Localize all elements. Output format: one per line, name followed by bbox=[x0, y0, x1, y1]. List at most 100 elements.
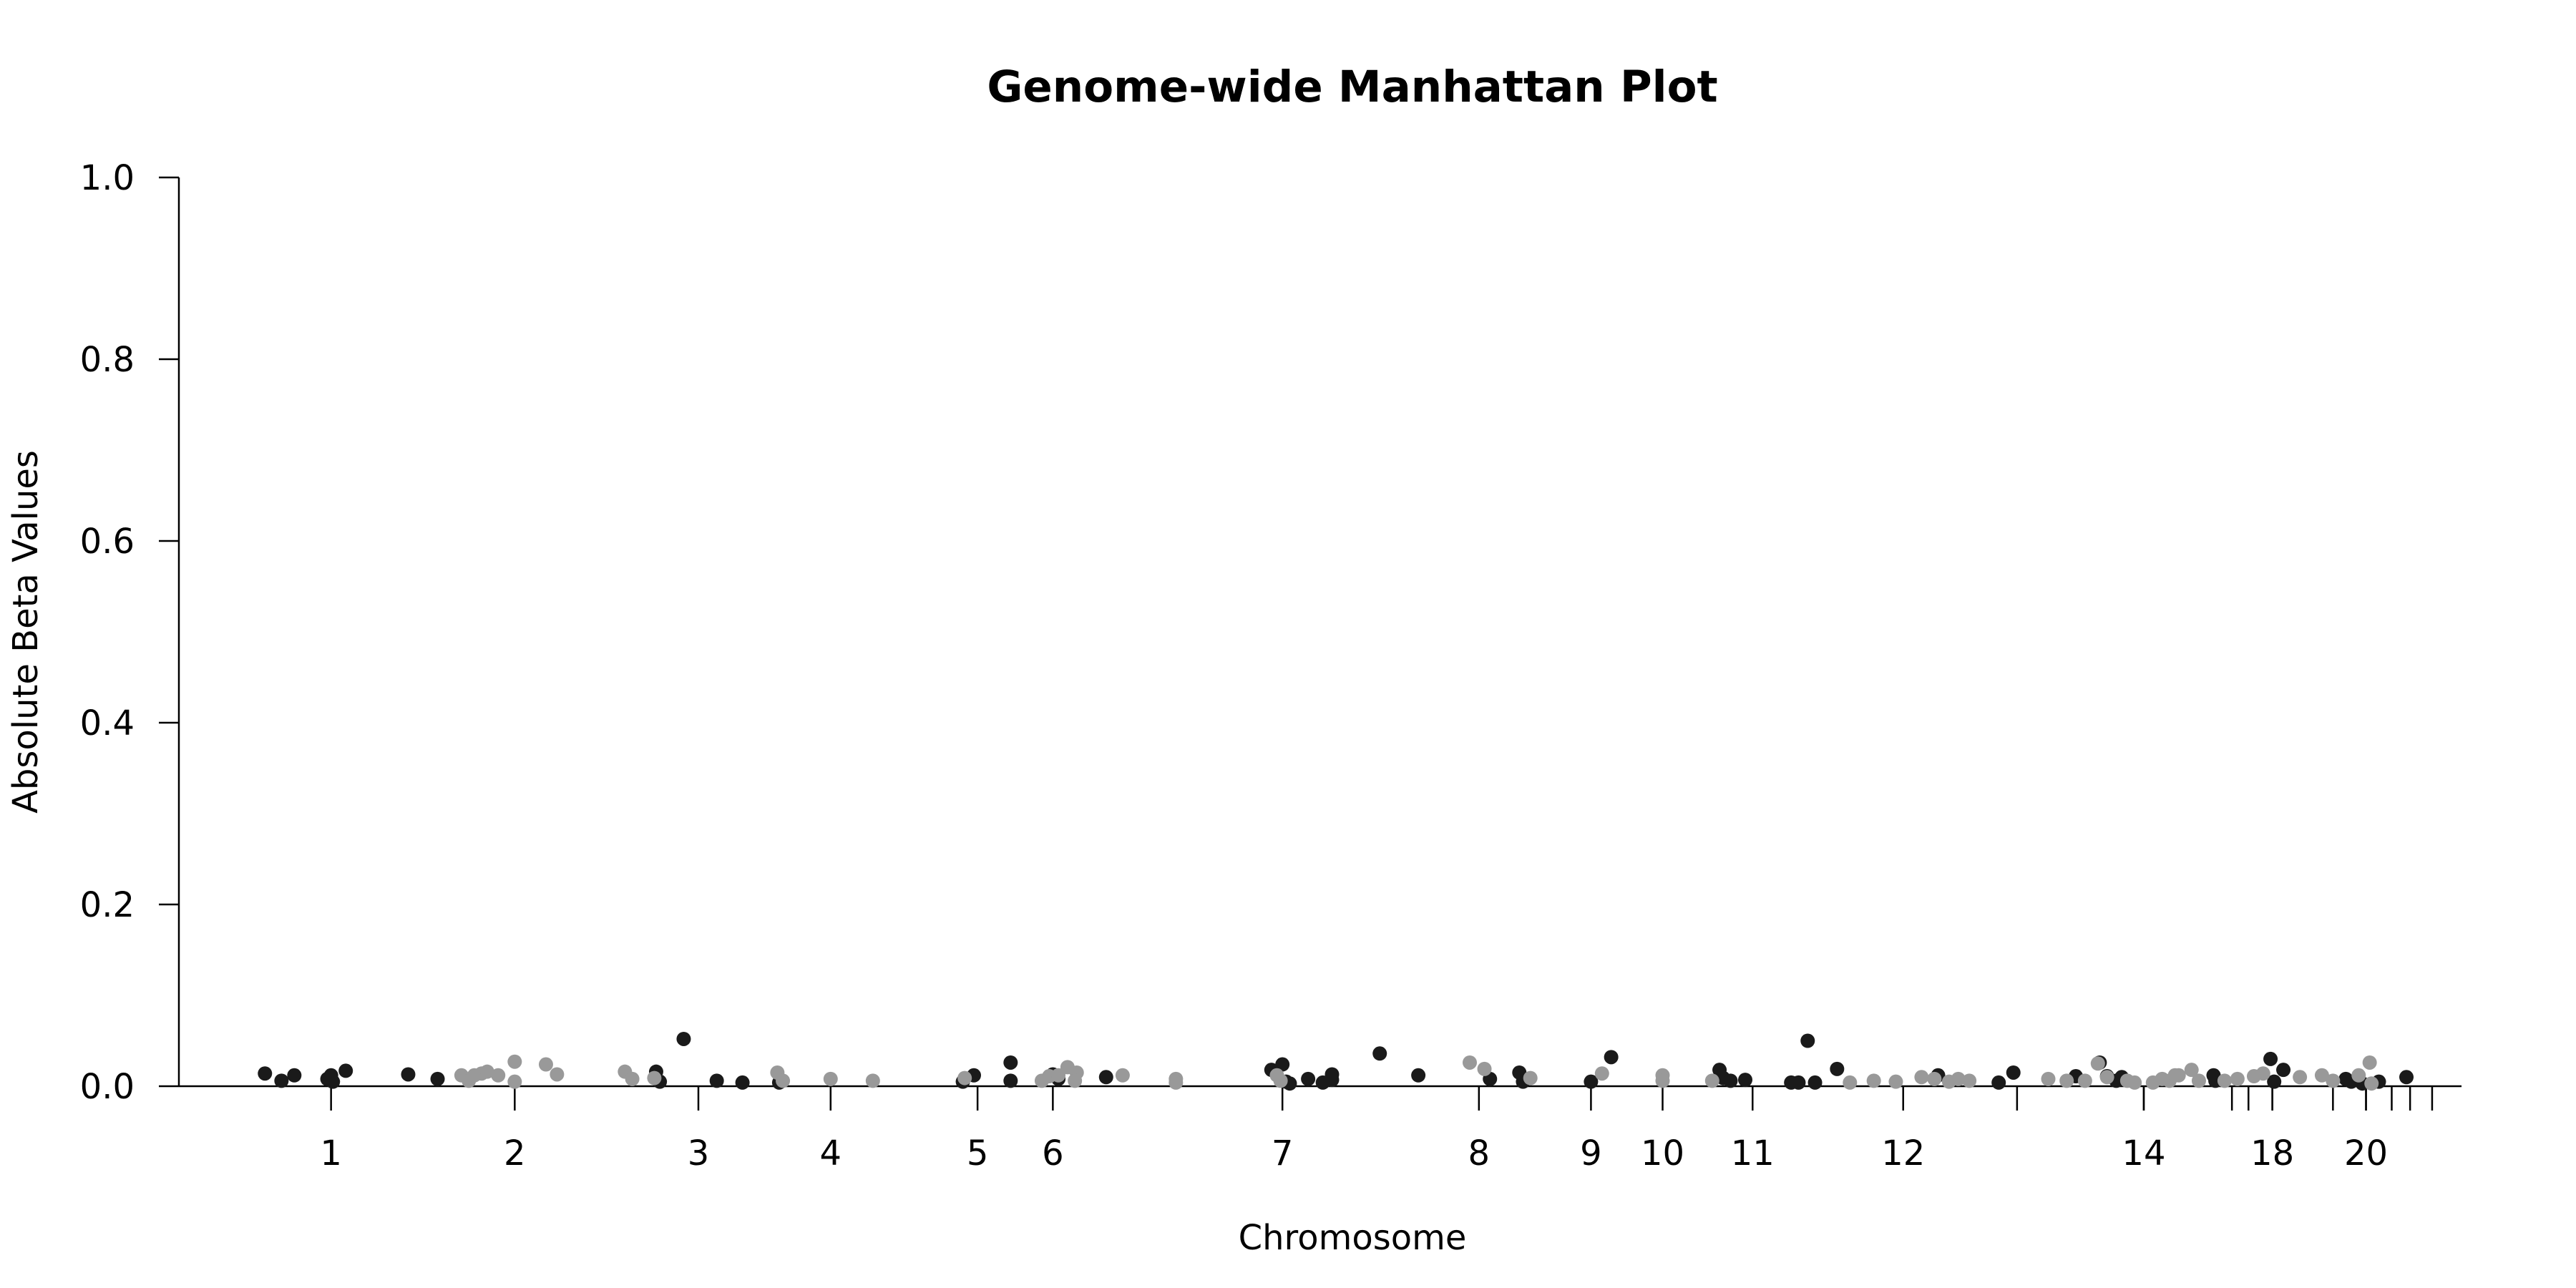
y-tick-label: 0.4 bbox=[80, 703, 135, 743]
y-tick-label: 1.0 bbox=[80, 158, 135, 198]
data-point bbox=[1273, 1073, 1288, 1088]
data-point bbox=[2217, 1073, 2232, 1088]
data-point bbox=[2090, 1056, 2105, 1071]
x-ticks: 1 2 3 4 5 6 7 8 9 10 11 12 14 18 20 bbox=[320, 1086, 2434, 1174]
data-point bbox=[1962, 1073, 1977, 1088]
data-point bbox=[1463, 1055, 1477, 1070]
x-tick-label: 11 bbox=[1731, 1133, 1775, 1174]
data-point bbox=[2351, 1068, 2366, 1083]
data-point bbox=[1927, 1071, 1942, 1086]
data-point bbox=[2399, 1070, 2414, 1085]
x-tick-label: 18 bbox=[2250, 1133, 2294, 1174]
data-point bbox=[2006, 1065, 2021, 1080]
data-point bbox=[625, 1071, 640, 1086]
data-point bbox=[1115, 1068, 1130, 1083]
x-tick-label: 2 bbox=[504, 1133, 526, 1174]
data-point bbox=[2314, 1068, 2329, 1083]
y-tick-label: 0.6 bbox=[80, 522, 135, 562]
data-point bbox=[1477, 1061, 1492, 1076]
x-tick-label: 6 bbox=[1042, 1133, 1064, 1174]
data-point bbox=[2077, 1073, 2092, 1088]
data-point bbox=[1604, 1050, 1619, 1065]
data-point bbox=[1704, 1073, 1719, 1088]
data-point bbox=[776, 1073, 791, 1088]
data-point bbox=[1991, 1075, 2006, 1090]
data-point bbox=[430, 1071, 445, 1086]
data-point bbox=[2362, 1055, 2377, 1070]
data-point bbox=[2041, 1071, 2056, 1086]
data-point bbox=[2191, 1073, 2206, 1088]
data-point bbox=[274, 1073, 289, 1088]
data-point bbox=[2099, 1070, 2114, 1085]
data-point bbox=[1830, 1061, 1845, 1076]
data-point bbox=[1951, 1071, 1966, 1086]
data-point bbox=[2364, 1076, 2379, 1091]
data-point bbox=[1068, 1073, 1083, 1088]
data-point bbox=[550, 1067, 565, 1082]
data-point bbox=[2184, 1063, 2199, 1078]
data-point bbox=[1800, 1033, 1815, 1048]
data-point bbox=[1914, 1070, 1929, 1085]
data-point bbox=[507, 1074, 522, 1089]
data-point bbox=[1723, 1073, 1738, 1088]
data-point bbox=[1098, 1070, 1113, 1085]
data-point bbox=[491, 1068, 506, 1083]
data-point bbox=[1584, 1074, 1599, 1089]
data-point bbox=[1594, 1066, 1609, 1081]
data-point bbox=[326, 1074, 341, 1089]
data-point bbox=[538, 1057, 553, 1072]
x-tick-label: 3 bbox=[688, 1133, 710, 1174]
chart-title: Genome-wide Manhattan Plot bbox=[987, 62, 1717, 112]
data-point bbox=[2293, 1070, 2308, 1085]
y-tick-label: 0.8 bbox=[80, 340, 135, 380]
x-tick-label: 8 bbox=[1468, 1133, 1491, 1174]
x-tick-label: 9 bbox=[1580, 1133, 1602, 1174]
data-point bbox=[507, 1054, 522, 1069]
data-point bbox=[1807, 1075, 1823, 1090]
data-point bbox=[1003, 1073, 1018, 1088]
data-point bbox=[258, 1066, 273, 1081]
data-point bbox=[2127, 1075, 2142, 1090]
data-point bbox=[2255, 1066, 2270, 1081]
y-ticks: 0.0 0.2 0.4 0.6 0.8 1.0 bbox=[80, 158, 179, 1107]
data-point bbox=[2230, 1071, 2245, 1086]
data-point bbox=[338, 1063, 353, 1078]
data-point bbox=[1866, 1073, 1881, 1088]
data-point bbox=[2267, 1074, 2282, 1089]
data-point bbox=[1843, 1075, 1858, 1090]
x-axis-label: Chromosome bbox=[1239, 1218, 1467, 1258]
data-point bbox=[1372, 1046, 1387, 1061]
data-point bbox=[647, 1070, 662, 1085]
x-tick-label: 7 bbox=[1272, 1133, 1294, 1174]
data-point bbox=[401, 1067, 416, 1082]
data-point bbox=[2059, 1073, 2074, 1088]
data-point bbox=[957, 1070, 972, 1085]
data-point bbox=[2263, 1051, 2278, 1066]
data-points bbox=[258, 1031, 2414, 1091]
data-point bbox=[1523, 1070, 1538, 1085]
data-point bbox=[1791, 1075, 1806, 1090]
data-point bbox=[735, 1075, 750, 1090]
data-point bbox=[1051, 1068, 1066, 1083]
x-tick-label: 1 bbox=[320, 1133, 342, 1174]
data-point bbox=[2326, 1073, 2341, 1088]
y-tick-label: 0.0 bbox=[80, 1067, 135, 1107]
data-point bbox=[2276, 1063, 2291, 1078]
data-point bbox=[1275, 1057, 1290, 1072]
data-point bbox=[1655, 1073, 1670, 1088]
data-point bbox=[676, 1031, 691, 1046]
x-tick-label: 14 bbox=[2122, 1133, 2165, 1174]
data-point bbox=[1301, 1071, 1316, 1086]
x-tick-label: 5 bbox=[967, 1133, 989, 1174]
data-point bbox=[1003, 1055, 1018, 1070]
data-point bbox=[823, 1071, 838, 1086]
x-tick-label: 12 bbox=[1881, 1133, 1925, 1174]
y-axis-label: Absolute Beta Values bbox=[6, 450, 46, 814]
x-tick-label: 10 bbox=[1641, 1133, 1684, 1174]
data-point bbox=[1888, 1074, 1903, 1089]
data-point bbox=[1324, 1073, 1340, 1088]
data-point bbox=[865, 1073, 880, 1088]
y-tick-label: 0.2 bbox=[80, 885, 135, 925]
data-point bbox=[1169, 1075, 1184, 1090]
